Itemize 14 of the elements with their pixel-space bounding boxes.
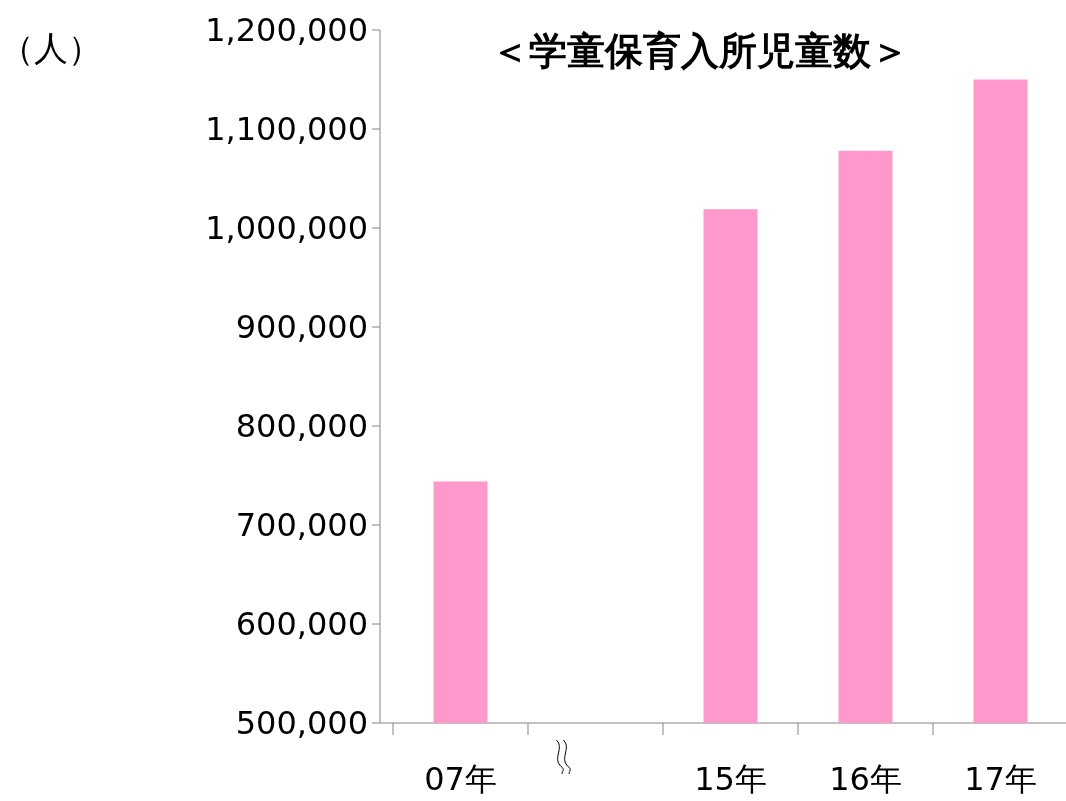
y-tick-label: 600,000 [235,605,368,643]
y-tick-label: 900,000 [235,308,368,346]
y-tick-label: 1,000,000 [205,209,368,247]
y-tick-label: 1,200,000 [205,11,368,49]
y-tick-label: 1,100,000 [205,110,368,148]
x-tick-label: 16年 [829,760,902,798]
chart-title: ＜学童保育入所児童数＞ [491,29,909,73]
x-tick-label: 17年 [964,760,1037,798]
y-tick-label: 700,000 [235,506,368,544]
y-axis-title: （人） [0,28,102,68]
x-tick-label: 15年 [694,760,767,798]
y-tick-label: 800,000 [235,407,368,445]
x-tick-label: 07年 [424,760,497,798]
y-tick-label: 500,000 [235,704,368,742]
